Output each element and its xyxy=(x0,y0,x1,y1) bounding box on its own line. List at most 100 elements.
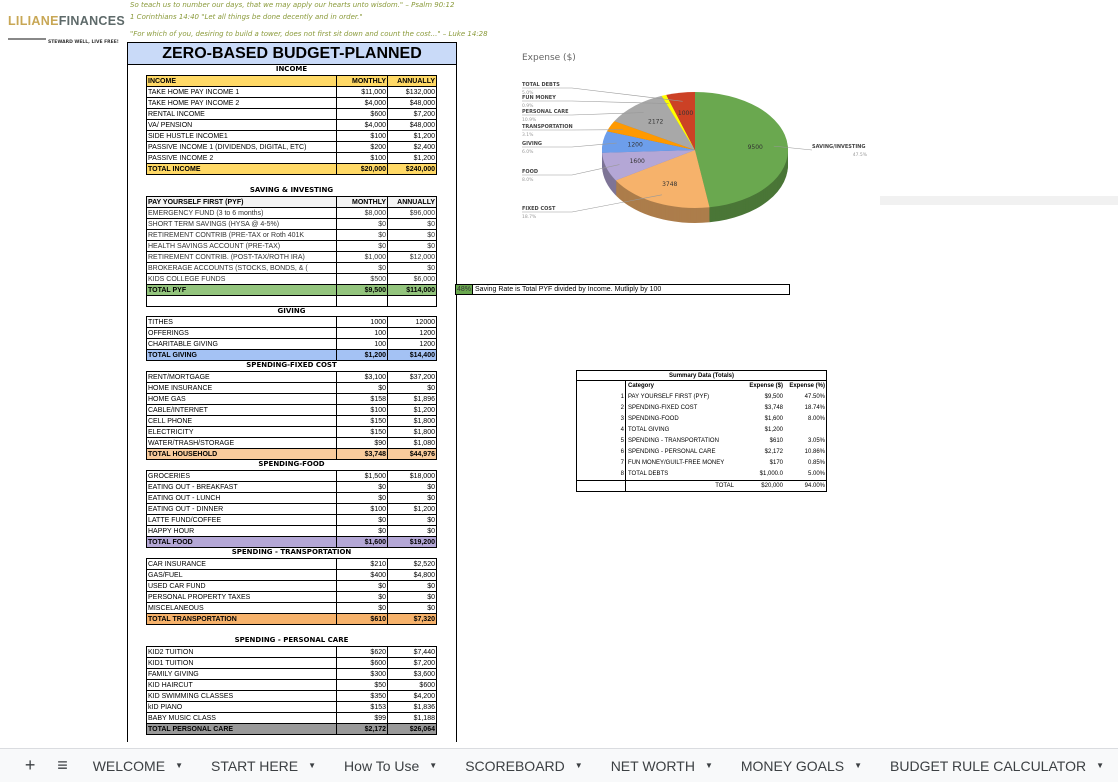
expense-percent[interactable]: 8.00% xyxy=(807,416,825,422)
expense-dollars[interactable]: $610 xyxy=(769,438,783,444)
monthly-value[interactable]: $610 xyxy=(336,613,388,625)
pie-slice[interactable] xyxy=(606,121,695,150)
annual-value[interactable]: $0 xyxy=(387,602,437,614)
caret-down-icon[interactable]: ▼ xyxy=(704,761,713,770)
annual-value[interactable]: $0 xyxy=(387,481,437,493)
annual-value[interactable]: $1,200 xyxy=(387,503,437,515)
monthly-value[interactable]: $90 xyxy=(336,437,388,449)
annual-value[interactable]: $240,000 xyxy=(387,163,437,175)
monthly-value[interactable]: $500 xyxy=(336,273,388,285)
row-label[interactable]: EATING OUT - LUNCH xyxy=(146,492,337,504)
annual-value[interactable]: $1,200 xyxy=(387,404,437,416)
row-label[interactable]: TOTAL INCOME xyxy=(146,163,337,175)
annual-value[interactable]: $26,064 xyxy=(387,723,437,735)
annual-value[interactable]: $1,836 xyxy=(387,701,437,713)
annual-value[interactable]: 1200 xyxy=(387,327,437,339)
caret-down-icon[interactable]: ▼ xyxy=(854,761,863,770)
row-label[interactable]: HOME GAS xyxy=(146,393,337,405)
tab-money-goals[interactable]: MONEY GOALS ▼ xyxy=(727,758,876,774)
annual-value[interactable]: $4,200 xyxy=(387,690,437,702)
monthly-value[interactable]: $153 xyxy=(336,701,388,713)
monthly-value[interactable]: $150 xyxy=(336,415,388,427)
row-index[interactable]: 3 xyxy=(577,414,626,425)
plus-icon[interactable]: + xyxy=(24,755,36,775)
monthly-value[interactable]: $0 xyxy=(336,580,388,592)
annual-value[interactable]: $114,000 xyxy=(387,284,437,296)
blank-cell[interactable] xyxy=(387,295,437,307)
monthly-value[interactable]: $0 xyxy=(336,382,388,394)
expense-dollars[interactable]: $1,600 xyxy=(764,416,783,422)
row-label[interactable]: WATER/TRASH/STORAGE xyxy=(146,437,337,449)
blank-cell[interactable] xyxy=(336,295,388,307)
monthly-value[interactable]: $0 xyxy=(336,492,388,504)
caret-down-icon[interactable]: ▼ xyxy=(1096,761,1104,770)
monthly-value[interactable]: $0 xyxy=(336,591,388,603)
annual-value[interactable]: $37,200 xyxy=(387,371,437,383)
row-label[interactable]: KIDS COLLEGE FUNDS xyxy=(146,273,337,285)
monthly-value[interactable]: $1,600 xyxy=(336,536,388,548)
monthly-value[interactable]: $2,172 xyxy=(336,723,388,735)
row-label[interactable]: CHARITABLE GIVING xyxy=(146,338,337,350)
row-label[interactable]: TOTAL PYF xyxy=(146,284,337,296)
row-label[interactable]: GAS/FUEL xyxy=(146,569,337,581)
expense-percent[interactable]: 10.86% xyxy=(804,449,825,455)
annual-value[interactable]: $4,800 xyxy=(387,569,437,581)
row-index[interactable]: 5 xyxy=(577,436,626,447)
annual-value[interactable]: $0 xyxy=(387,514,437,526)
row-label[interactable]: EATING OUT - DINNER xyxy=(146,503,337,515)
row-label[interactable]: KID SWIMMING CLASSES xyxy=(146,690,337,702)
expense-dollars[interactable]: $170 xyxy=(769,460,783,466)
annual-value[interactable]: $2,520 xyxy=(387,558,437,570)
pie-slice[interactable] xyxy=(661,94,695,150)
caret-down-icon[interactable]: ▼ xyxy=(429,761,438,770)
expense-percent[interactable]: 18.74% xyxy=(804,405,825,411)
category[interactable]: TOTAL DEBTS xyxy=(628,471,669,477)
category[interactable]: SPENDING - PERSONAL CARE xyxy=(628,449,716,455)
row-label[interactable]: TOTAL TRANSPORTATION xyxy=(146,613,337,625)
annual-value[interactable]: $3,600 xyxy=(387,668,437,680)
expense-dollars[interactable]: $3,748 xyxy=(764,405,783,411)
row-index[interactable]: 4 xyxy=(577,425,626,436)
row-index[interactable]: 2 xyxy=(577,403,626,414)
row-label[interactable]: MISCELANEOUS xyxy=(146,602,337,614)
monthly-value[interactable]: $0 xyxy=(336,525,388,537)
pie-slice[interactable] xyxy=(695,92,788,208)
row-label[interactable]: TOTAL HOUSEHOLD xyxy=(146,448,337,460)
annual-value[interactable]: 12000 xyxy=(387,316,437,328)
monthly-value[interactable]: $350 xyxy=(336,690,388,702)
monthly-value[interactable]: $3,748 xyxy=(336,448,388,460)
annual-value[interactable]: $14,400 xyxy=(387,349,437,361)
pie-slice[interactable] xyxy=(615,150,710,208)
row-label[interactable]: RENT/MORTGAGE xyxy=(146,371,337,383)
annual-value[interactable]: $18,000 xyxy=(387,470,437,482)
row-label[interactable]: CABLE/INTERNET xyxy=(146,404,337,416)
category[interactable]: PAY YOURSELF FIRST (PYF) xyxy=(628,394,710,400)
row-index[interactable]: 1 xyxy=(577,392,626,403)
monthly-value[interactable]: $99 xyxy=(336,712,388,724)
monthly-value[interactable]: $0 xyxy=(336,514,388,526)
annual-value[interactable]: $0 xyxy=(387,591,437,603)
monthly-value[interactable]: $100 xyxy=(336,404,388,416)
annual-value[interactable]: $1,080 xyxy=(387,437,437,449)
row-label[interactable]: ELECTRICITY xyxy=(146,426,337,438)
pie-slice[interactable] xyxy=(666,92,695,150)
row-label[interactable]: kID PIANO xyxy=(146,701,337,713)
monthly-value[interactable]: $9,500 xyxy=(336,284,388,296)
caret-down-icon[interactable]: ▼ xyxy=(308,761,317,770)
monthly-value[interactable]: $600 xyxy=(336,657,388,669)
annual-value[interactable]: $0 xyxy=(387,525,437,537)
monthly-value[interactable]: $1,500 xyxy=(336,470,388,482)
annual-value[interactable]: $1,896 xyxy=(387,393,437,405)
annual-value[interactable]: $0 xyxy=(387,492,437,504)
caret-down-icon[interactable]: ▼ xyxy=(175,761,183,770)
monthly-value[interactable]: $210 xyxy=(336,558,388,570)
annual-value[interactable]: $0 xyxy=(387,262,437,274)
monthly-value[interactable]: $158 xyxy=(336,393,388,405)
monthly-value[interactable]: $0 xyxy=(336,481,388,493)
tab-how-to-use[interactable]: How To Use ▼ xyxy=(330,758,451,774)
annual-value[interactable]: 1200 xyxy=(387,338,437,350)
tab-welcome[interactable]: WELCOME ▼ xyxy=(79,758,197,774)
row-label[interactable]: PERSONAL PROPERTY TAXES xyxy=(146,591,337,603)
saving-rate-note[interactable]: Saving Rate is Total PYF divided by Inco… xyxy=(475,286,662,293)
expense-percent[interactable] xyxy=(783,425,825,436)
